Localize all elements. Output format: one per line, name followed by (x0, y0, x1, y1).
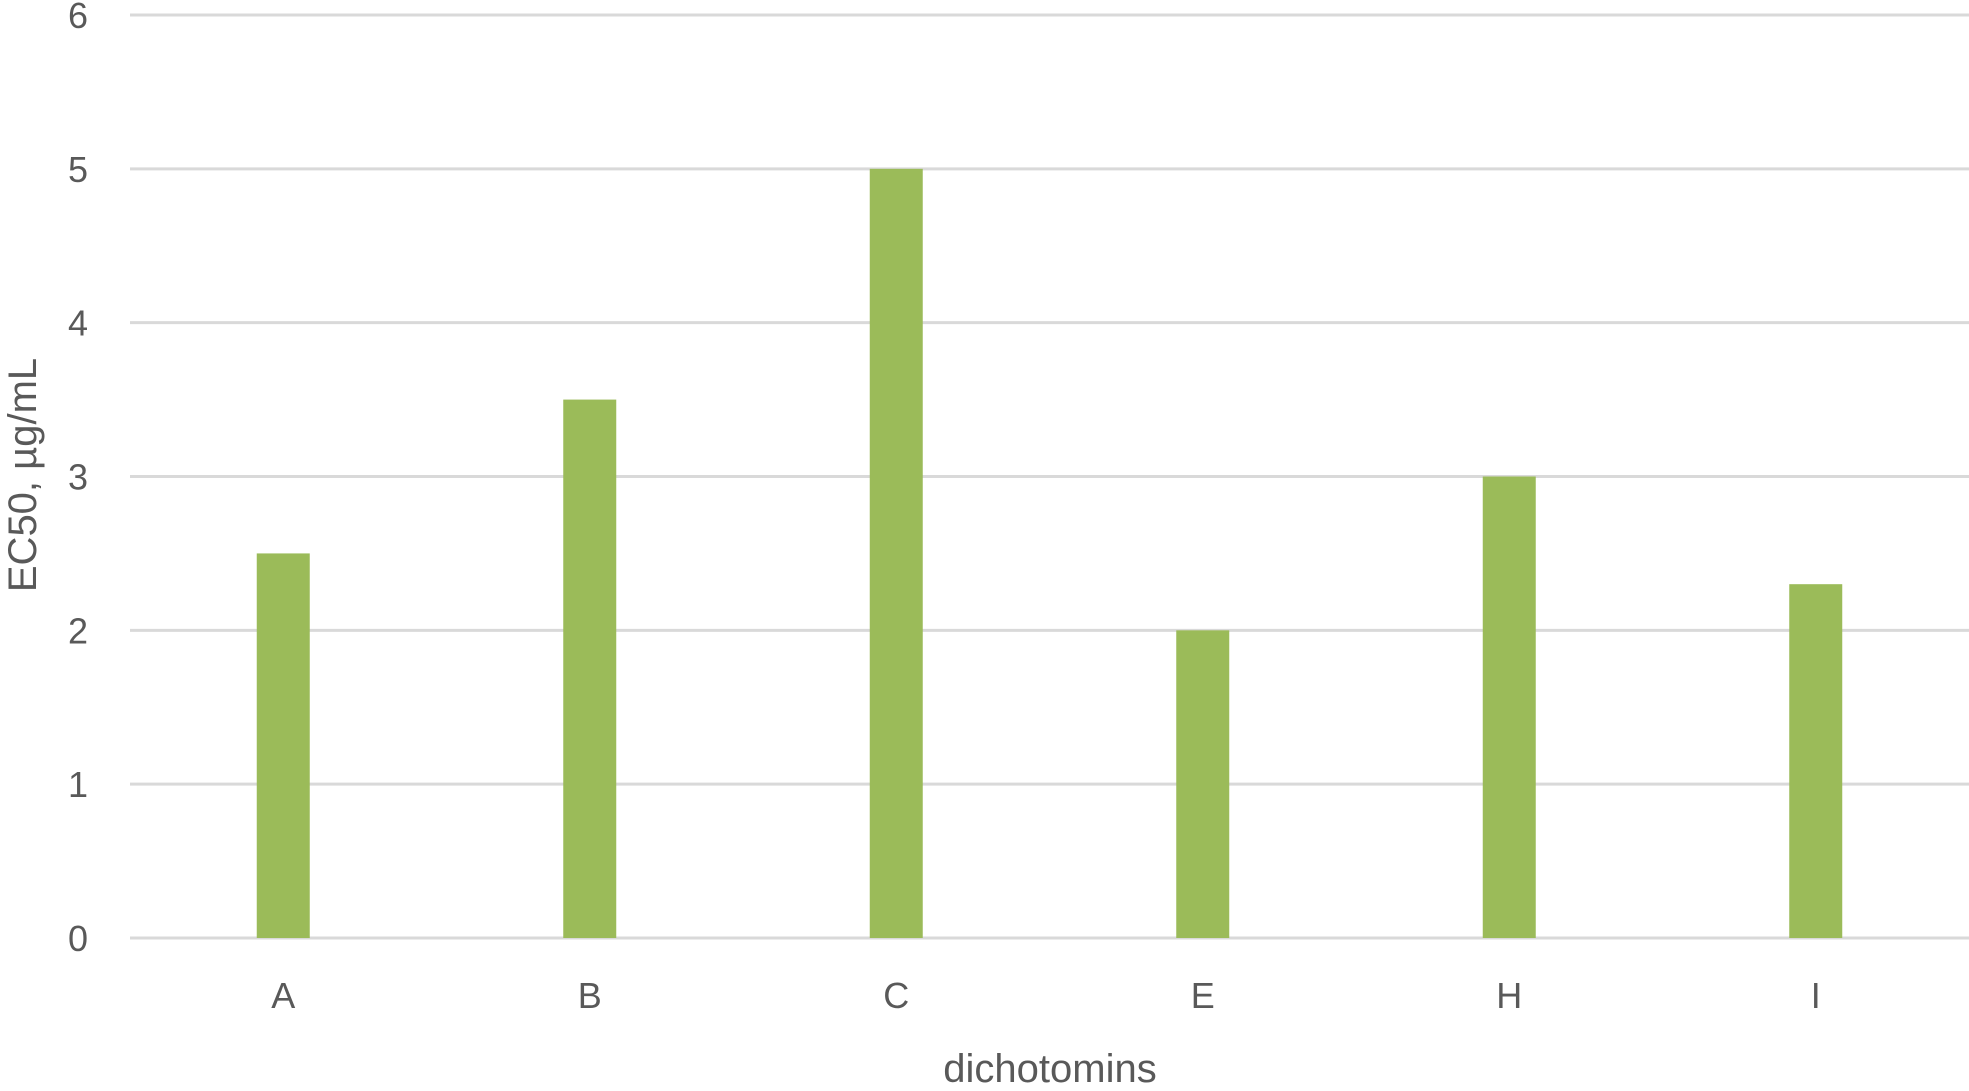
bar-C (869, 168, 923, 939)
x-tick-label: H (1496, 975, 1522, 1016)
y-axis-title: EC50, µg/mL (1, 358, 45, 592)
y-tick-label: 2 (68, 610, 88, 651)
y-axis-ticks: 0 1 2 3 4 5 6 (68, 0, 88, 959)
y-tick-label: 3 (68, 457, 88, 498)
bar-A (256, 553, 310, 938)
y-tick-label: 4 (68, 303, 88, 344)
bar-B (563, 399, 617, 938)
x-axis-title: dichotomins (943, 1047, 1156, 1086)
x-tick-label: B (578, 975, 602, 1016)
gridlines (130, 13, 1969, 940)
x-tick-label: E (1191, 975, 1215, 1016)
bar-E (1176, 630, 1230, 938)
bars (256, 168, 1843, 939)
x-tick-label: A (271, 975, 295, 1016)
y-tick-label: 6 (68, 0, 88, 36)
x-tick-label: C (883, 975, 909, 1016)
y-tick-label: 0 (68, 918, 88, 959)
x-tick-label: I (1811, 975, 1821, 1016)
bar-H (1482, 476, 1536, 938)
y-tick-label: 5 (68, 149, 88, 190)
y-tick-label: 1 (68, 764, 88, 805)
bar-I (1789, 584, 1843, 938)
